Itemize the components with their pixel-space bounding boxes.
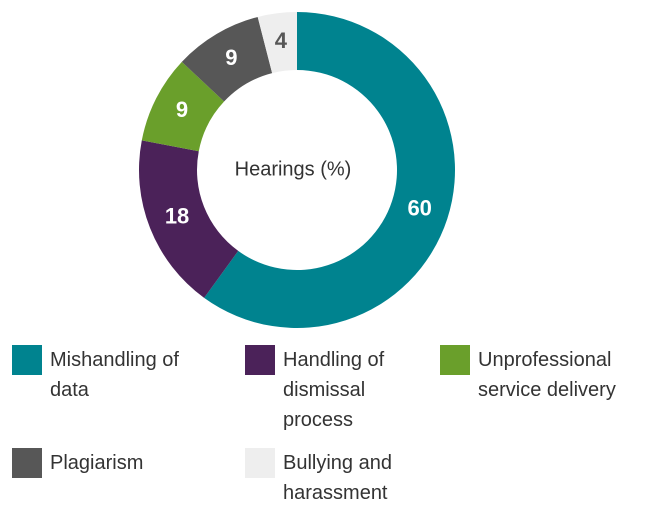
legend-swatch bbox=[245, 345, 275, 375]
legend-item: Handling of dismissal process bbox=[245, 345, 413, 435]
legend-swatch bbox=[12, 448, 42, 478]
legend-item: Plagiarism bbox=[12, 448, 180, 478]
legend-label: Mishandling of data bbox=[50, 349, 179, 401]
legend-item: Unprofessional service delivery bbox=[440, 345, 628, 405]
legend-swatch bbox=[245, 448, 275, 478]
center-label: Hearings (%) bbox=[235, 158, 352, 180]
legend-item: Mishandling of data bbox=[12, 345, 180, 405]
donut-segment bbox=[141, 61, 225, 152]
legend-item: Bullying and harassment bbox=[245, 448, 433, 506]
data-label: 18 bbox=[165, 203, 189, 228]
donut-segment bbox=[181, 16, 273, 102]
legend-swatch bbox=[12, 345, 42, 375]
data-label: 9 bbox=[176, 97, 188, 122]
data-label: 60 bbox=[407, 196, 431, 221]
donut-segment bbox=[139, 140, 239, 298]
legend-swatch bbox=[440, 345, 470, 375]
donut-segment bbox=[257, 12, 297, 74]
legend-label: Unprofessional service delivery bbox=[478, 349, 616, 401]
chart: Hearings (%) 60 18 9 9 4 bbox=[139, 12, 455, 328]
legend-label: Handling of dismissal process bbox=[283, 349, 385, 431]
data-label: 9 bbox=[225, 45, 237, 70]
data-label: 4 bbox=[275, 28, 288, 53]
legend-label: Bullying and harassment bbox=[283, 452, 392, 504]
donut-segment bbox=[204, 12, 455, 328]
legend-label: Plagiarism bbox=[50, 452, 144, 474]
